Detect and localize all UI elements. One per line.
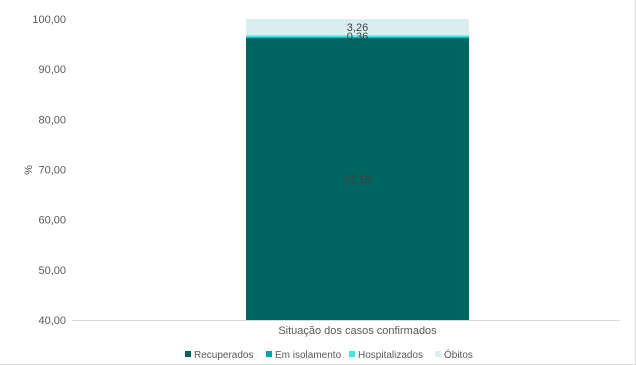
- legend-label-hospitalizados: Hospitalizados: [358, 350, 423, 361]
- data-labels: 96,19 0,363,26: [344, 22, 372, 186]
- x-category-label: Situação dos casos confirmados: [278, 325, 437, 337]
- y-tick-label: 90,00: [38, 64, 66, 76]
- y-axis-ticks: 40,00 50,00 60,00 70,00 80,00 90,00 100,00: [32, 14, 66, 327]
- bar-segment-recuperados: [246, 38, 469, 321]
- legend: Recuperados Em isolamento Hospitalizados Ób…: [185, 348, 473, 361]
- legend-item-em-isolamento: Em isolamento: [266, 350, 342, 361]
- y-tick-label: 60,00: [38, 215, 66, 227]
- data-label-hospitalizados: 0,36: [347, 31, 368, 43]
- x-axis-categories: Situação dos casos confirmados: [278, 325, 437, 337]
- y-axis-title: %: [23, 165, 35, 175]
- legend-swatch-recuperados: [185, 351, 191, 357]
- data-label-recuperados: 96,19: [344, 174, 372, 186]
- data-label-obitos: 3,26: [347, 22, 368, 34]
- y-tick-label: 80,00: [38, 114, 66, 126]
- y-tick-label: 100,00: [32, 14, 66, 26]
- legend-swatch-em-isolamento: [266, 351, 272, 357]
- legend-item-recuperados: Recuperados: [185, 350, 253, 361]
- legend-swatch-hospitalizados: [349, 351, 355, 357]
- bar-segment-hospitalizados: [246, 35, 469, 38]
- y-tick-label: 40,00: [38, 315, 66, 327]
- legend-label-obitos: Óbitos: [444, 348, 473, 361]
- legend-item-hospitalizados: Hospitalizados: [349, 350, 423, 361]
- bar-segment-obitos: [246, 19, 469, 36]
- legend-label-recuperados: Recuperados: [194, 350, 253, 361]
- y-tick-label: 50,00: [38, 265, 66, 277]
- bar-segments: [246, 19, 469, 321]
- y-tick-label: 70,00: [38, 165, 66, 177]
- legend-item-obitos: Óbitos: [435, 348, 473, 361]
- legend-swatch-obitos: [435, 351, 441, 357]
- legend-label-em-isolamento: Em isolamento: [275, 350, 342, 361]
- bar-segment-em-isolamento: [246, 37, 469, 39]
